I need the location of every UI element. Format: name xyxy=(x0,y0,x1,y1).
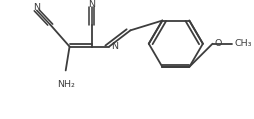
Text: N: N xyxy=(89,0,96,9)
Text: O: O xyxy=(214,39,222,48)
Text: CH₃: CH₃ xyxy=(234,39,252,48)
Text: N: N xyxy=(112,42,119,51)
Text: NH₂: NH₂ xyxy=(57,80,75,89)
Text: N: N xyxy=(34,3,40,12)
